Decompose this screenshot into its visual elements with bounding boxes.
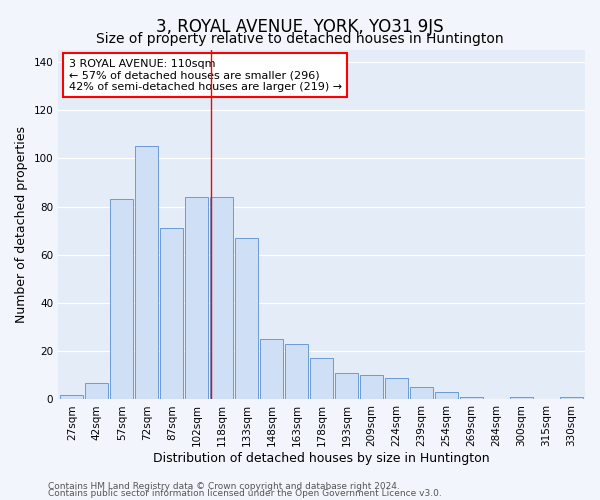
Y-axis label: Number of detached properties: Number of detached properties	[15, 126, 28, 323]
Bar	[210, 197, 233, 400]
Text: 3, ROYAL AVENUE, YORK, YO31 9JS: 3, ROYAL AVENUE, YORK, YO31 9JS	[156, 18, 444, 36]
Bar	[85, 382, 109, 400]
Bar	[260, 339, 283, 400]
Bar	[560, 397, 583, 400]
Text: Contains public sector information licensed under the Open Government Licence v3: Contains public sector information licen…	[48, 489, 442, 498]
Bar	[285, 344, 308, 400]
Bar	[385, 378, 408, 400]
Bar	[310, 358, 333, 400]
Bar	[110, 200, 133, 400]
Bar	[435, 392, 458, 400]
Bar	[410, 388, 433, 400]
Bar	[61, 394, 83, 400]
Text: Contains HM Land Registry data © Crown copyright and database right 2024.: Contains HM Land Registry data © Crown c…	[48, 482, 400, 491]
Bar	[235, 238, 258, 400]
Bar	[360, 376, 383, 400]
Bar	[510, 397, 533, 400]
X-axis label: Distribution of detached houses by size in Huntington: Distribution of detached houses by size …	[153, 452, 490, 465]
Bar	[136, 146, 158, 400]
Bar	[335, 373, 358, 400]
Text: 3 ROYAL AVENUE: 110sqm
← 57% of detached houses are smaller (296)
42% of semi-de: 3 ROYAL AVENUE: 110sqm ← 57% of detached…	[69, 58, 342, 92]
Bar	[160, 228, 183, 400]
Text: Size of property relative to detached houses in Huntington: Size of property relative to detached ho…	[96, 32, 504, 46]
Bar	[185, 197, 208, 400]
Bar	[460, 397, 483, 400]
